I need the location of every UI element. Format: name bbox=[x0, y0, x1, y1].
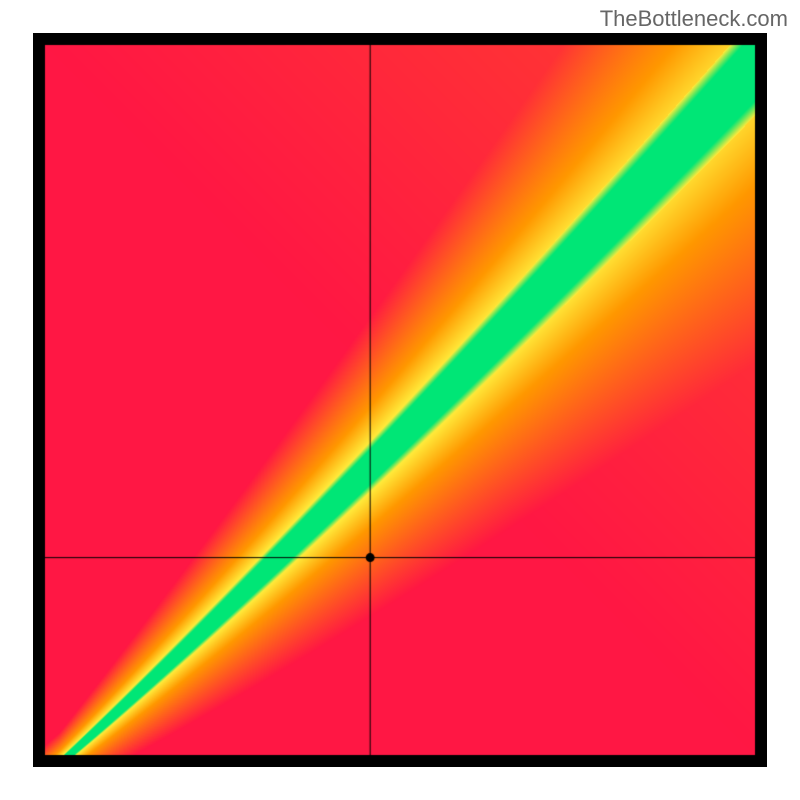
watermark-text: TheBottleneck.com bbox=[600, 6, 788, 32]
chart-container: TheBottleneck.com bbox=[0, 0, 800, 800]
heatmap-canvas bbox=[33, 33, 767, 767]
bottleneck-heatmap bbox=[33, 33, 767, 767]
